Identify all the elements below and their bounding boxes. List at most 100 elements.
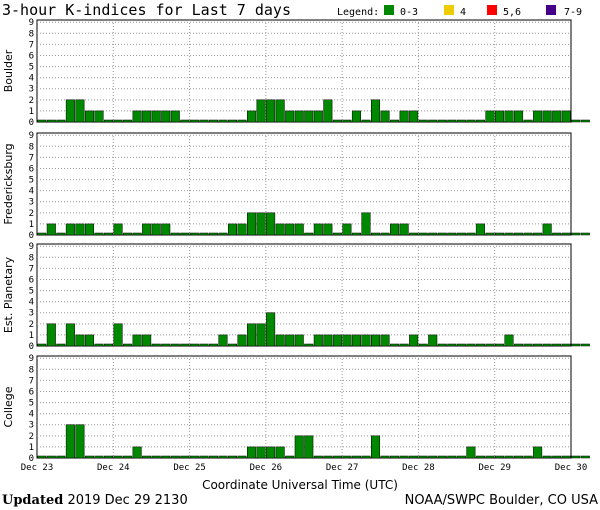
- y-tick-label: 8: [29, 253, 34, 263]
- bar-college-28: [304, 435, 314, 459]
- y-tick-label: 7: [29, 153, 34, 163]
- y-tick-label: 7: [29, 40, 34, 50]
- bar-est-planetary-22: [247, 323, 257, 347]
- y-tick-label: 0: [29, 118, 34, 128]
- bar-college-37: [390, 455, 400, 459]
- bar-fredericksburg-34: [361, 212, 371, 236]
- bar-est-planetary-35: [371, 334, 381, 347]
- y-tick-label: 3: [29, 198, 34, 208]
- bar-fredericksburg-27: [294, 223, 304, 236]
- bar-college-20: [227, 455, 237, 459]
- bar-college-13: [161, 455, 171, 459]
- bar-boulder-25: [275, 99, 285, 123]
- panel-frame: [36, 19, 572, 123]
- footer-updated-value: 2019 Dec 29 2130: [67, 493, 187, 508]
- bar-boulder-42: [437, 119, 447, 123]
- bar-college-40: [418, 455, 428, 459]
- bar-fredericksburg-44: [456, 232, 466, 236]
- bar-fredericksburg-45: [466, 232, 476, 236]
- bar-college-38: [399, 455, 409, 459]
- bar-boulder-3: [65, 99, 75, 123]
- y-tick-label: 8: [29, 365, 34, 375]
- legend-item-0-3: 0-3: [400, 7, 418, 18]
- bar-fredericksburg-49: [504, 232, 514, 236]
- y-tick-label: 2: [29, 209, 34, 219]
- bar-fredericksburg-4: [75, 223, 85, 236]
- bar-college-26: [285, 455, 295, 459]
- bar-boulder-26: [285, 110, 295, 123]
- x-tick-label: Dec 27: [326, 463, 359, 473]
- bar-college-47: [485, 455, 495, 459]
- footer-updated-label: Updated: [2, 493, 63, 508]
- bar-boulder-0: [37, 119, 47, 123]
- bar-college-48: [494, 455, 505, 459]
- bar-est-planetary-11: [142, 334, 152, 347]
- bar-est-planetary-43: [447, 343, 457, 347]
- bar-college-19: [218, 455, 228, 459]
- bar-college-36: [380, 455, 390, 459]
- bar-est-planetary-56: [571, 343, 581, 347]
- panel-label-est-planetary: Est. Planetary: [2, 256, 15, 333]
- panel-frame: [36, 132, 572, 236]
- bar-fredericksburg-41: [428, 232, 438, 236]
- bar-est-planetary-49: [504, 334, 514, 347]
- bar-est-planetary-17: [199, 343, 209, 347]
- bar-est-planetary-13: [161, 343, 171, 347]
- bar-est-planetary-14: [170, 343, 180, 347]
- bar-college-33: [351, 455, 361, 459]
- bar-est-planetary-18: [208, 343, 218, 347]
- bar-college-1: [46, 455, 56, 459]
- bar-fredericksburg-11: [142, 223, 152, 236]
- legend: Legend: 0-3 4 5,6 7-9: [337, 5, 582, 18]
- bar-est-planetary-8: [113, 323, 123, 347]
- bar-college-0: [37, 455, 47, 459]
- bar-est-planetary-52: [533, 343, 543, 347]
- bar-college-2: [56, 455, 66, 459]
- bar-est-planetary-7: [104, 343, 114, 347]
- bar-est-planetary-27: [294, 334, 304, 347]
- bar-fredericksburg-8: [113, 223, 123, 236]
- x-axis-label: Coordinate Universal Time (UTC): [202, 478, 398, 492]
- bar-est-planetary-54: [552, 343, 562, 347]
- bar-fredericksburg-29: [313, 223, 323, 236]
- bar-fredericksburg-16: [189, 232, 199, 236]
- y-tick-label: 5: [29, 399, 34, 409]
- y-tick-label: 3: [29, 85, 34, 95]
- bar-est-planetary-46: [475, 343, 485, 347]
- bar-fredericksburg-5: [84, 223, 94, 236]
- bar-college-44: [456, 455, 466, 459]
- bar-boulder-14: [170, 110, 180, 123]
- bar-boulder-55: [561, 110, 571, 123]
- bar-college-9: [123, 455, 133, 459]
- bar-fredericksburg-24: [266, 212, 276, 236]
- bar-est-planetary-28: [304, 343, 314, 347]
- panel-frame: [36, 243, 572, 347]
- bar-fredericksburg-1: [46, 223, 56, 236]
- legend-item-4: 4: [460, 7, 466, 18]
- bar-college-10: [132, 446, 142, 459]
- legend-label: Legend:: [337, 7, 379, 18]
- y-tick-label: 2: [29, 432, 34, 442]
- bar-college-50: [514, 455, 524, 459]
- bar-boulder-19: [218, 119, 228, 123]
- bar-est-planetary-53: [542, 343, 552, 347]
- y-tick-label: 7: [29, 264, 34, 274]
- bar-boulder-29: [313, 110, 323, 123]
- bar-college-8: [113, 455, 123, 459]
- bar-fredericksburg-9: [123, 232, 133, 236]
- bar-fredericksburg-54: [552, 232, 562, 236]
- bar-boulder-23: [256, 99, 266, 123]
- bar-est-planetary-47: [485, 343, 495, 347]
- bar-boulder-32: [342, 119, 352, 123]
- y-tick-label: 2: [29, 320, 34, 330]
- bar-college-27: [294, 435, 304, 459]
- bar-est-planetary-31: [332, 334, 342, 347]
- bar-boulder-38: [399, 110, 409, 123]
- bar-college-24: [266, 446, 276, 459]
- bar-fredericksburg-26: [285, 223, 295, 236]
- bar-boulder-10: [132, 110, 142, 123]
- bar-college-30: [323, 455, 333, 459]
- bar-college-34: [361, 455, 371, 459]
- bar-college-49: [504, 455, 514, 459]
